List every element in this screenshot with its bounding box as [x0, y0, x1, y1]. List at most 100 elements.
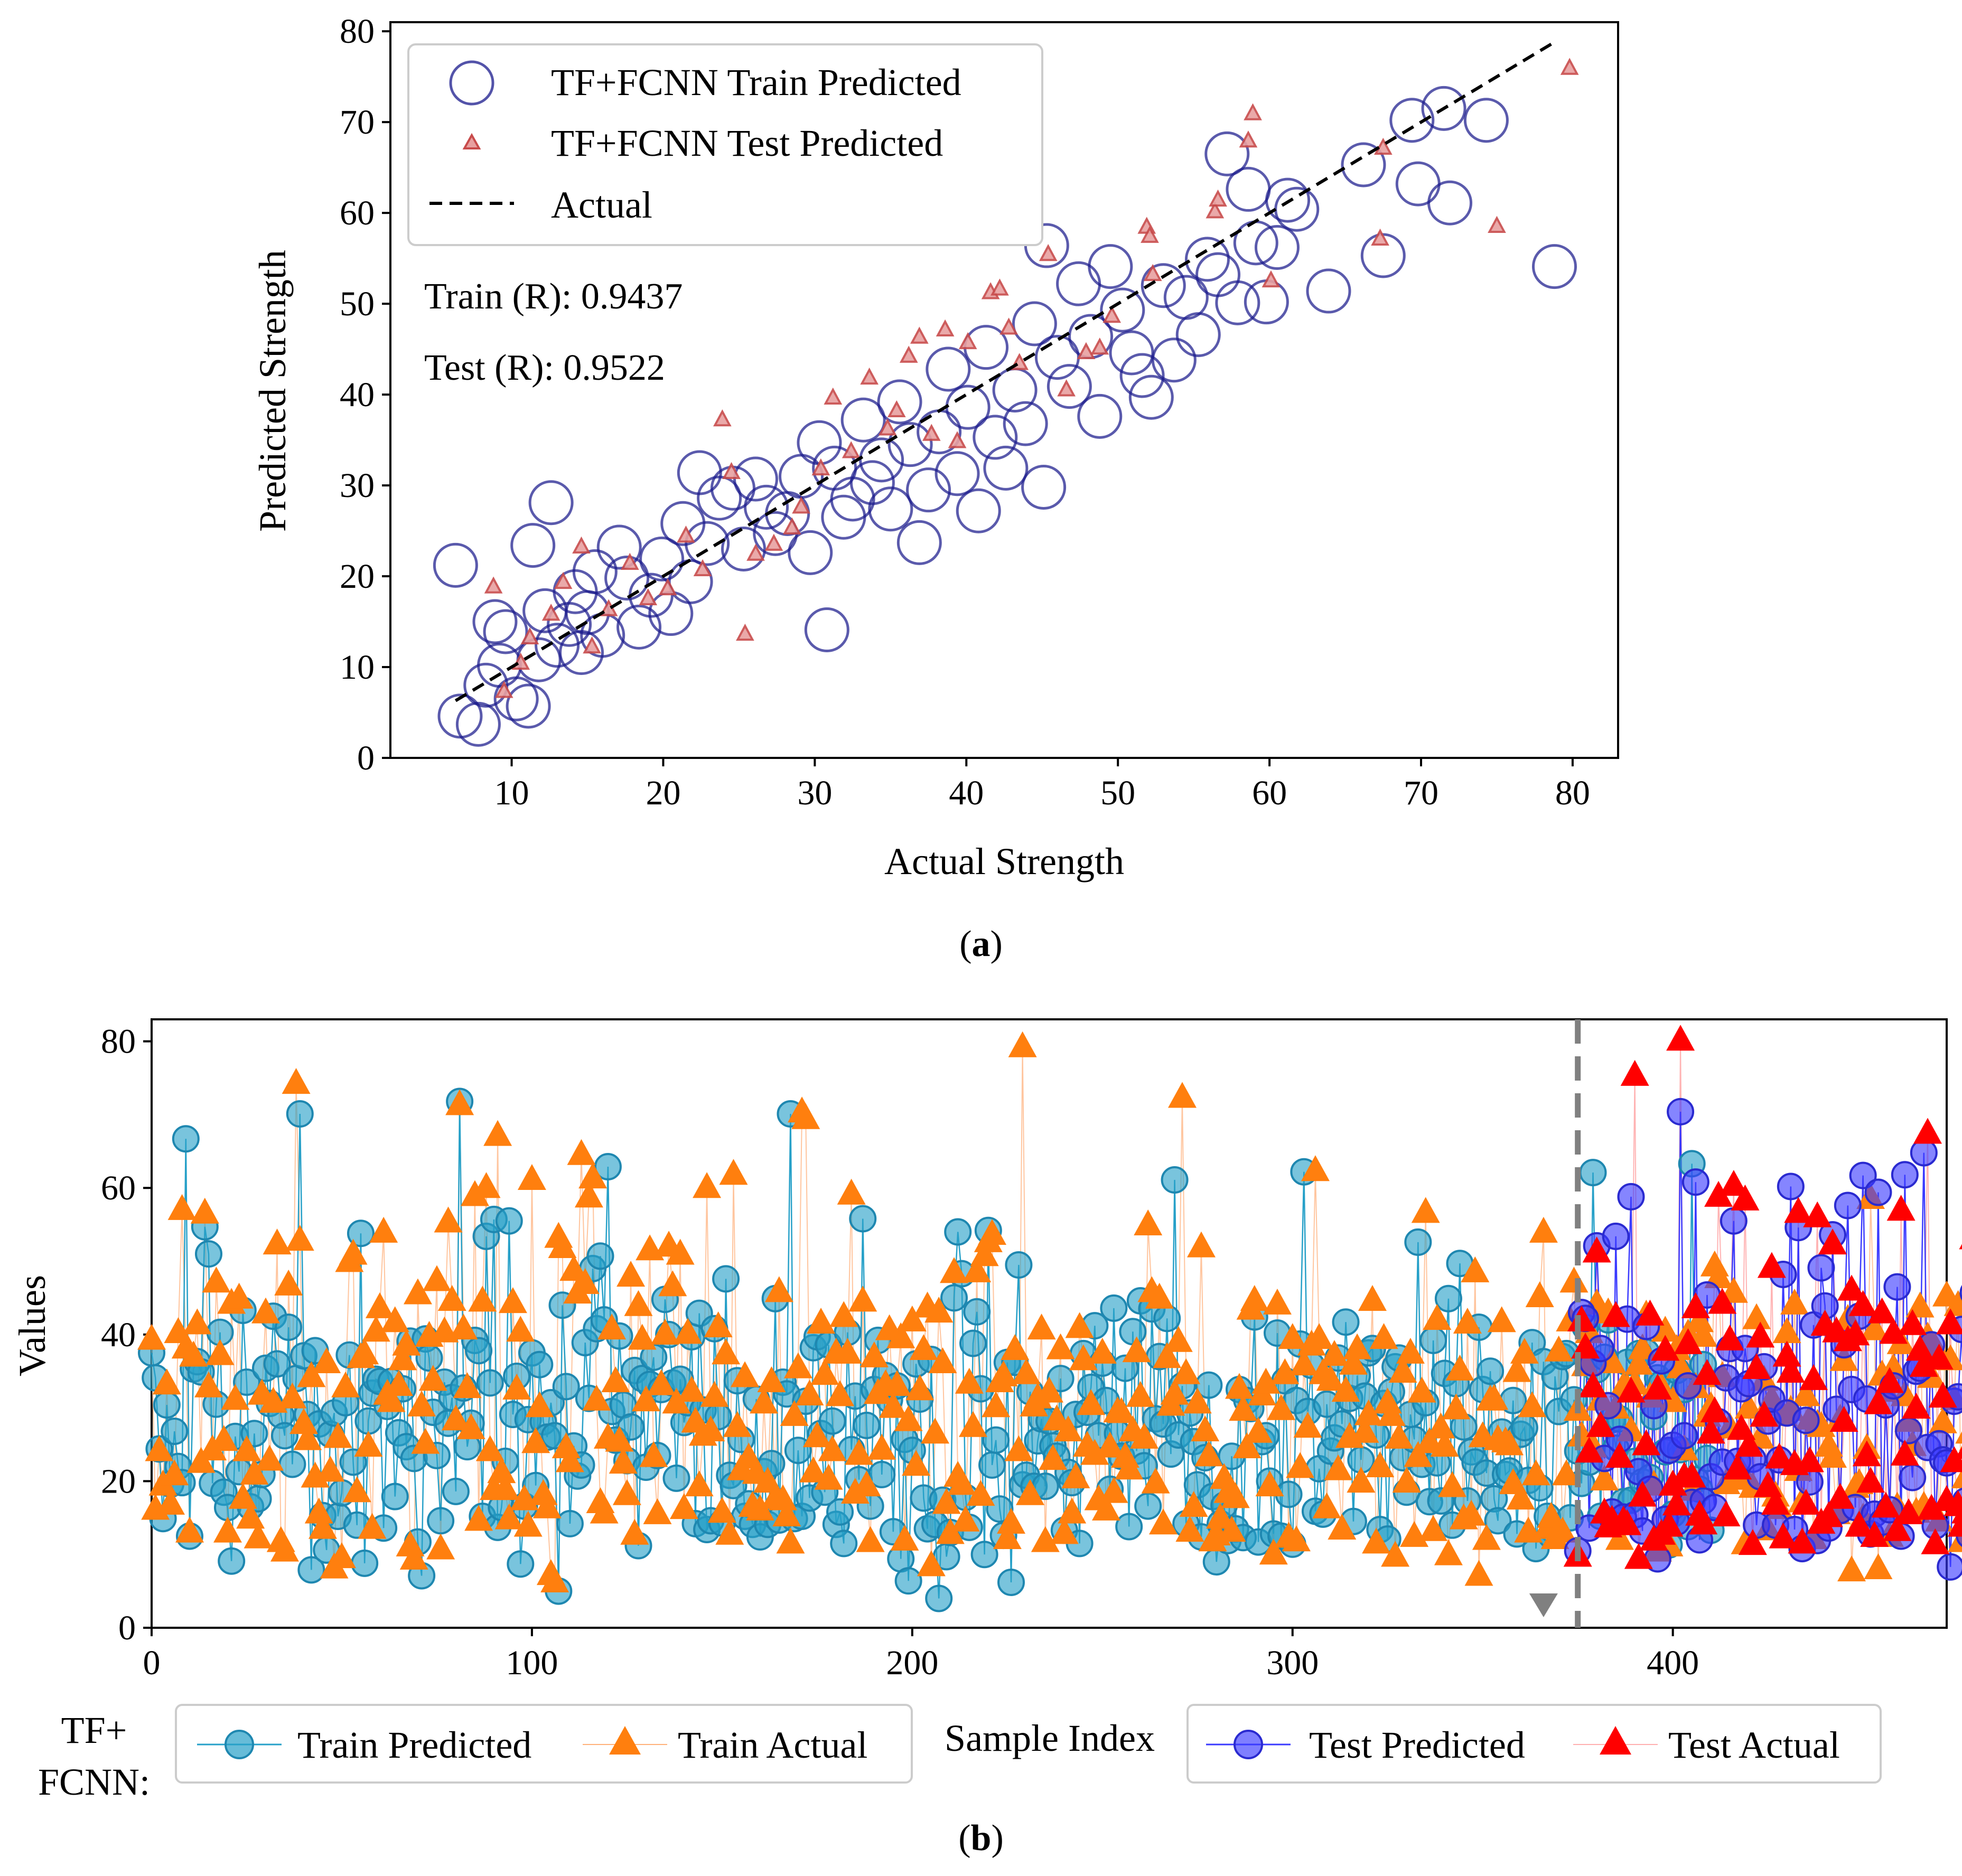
train-predicted-point [1012, 301, 1057, 346]
train-predicted-point [1088, 244, 1133, 289]
test-actual-point [1772, 1340, 1801, 1367]
train-actual-point [605, 1425, 634, 1452]
train-actual-point [1008, 1031, 1037, 1057]
train-actual-point [403, 1278, 432, 1305]
test-predicted-point [1206, 201, 1225, 219]
x-axis-ticks-a: 10 20 30 40 50 60 70 80 [494, 758, 1590, 812]
train-actual-point [445, 1089, 474, 1115]
train-actual-point [921, 1418, 950, 1444]
train-actual-point [1244, 1417, 1273, 1443]
train-predicted-point [712, 1265, 740, 1293]
test-actual-point [1852, 1440, 1881, 1467]
train-actual-point [156, 1488, 185, 1515]
train-predicted-point [1175, 312, 1221, 358]
train-predicted-point [1141, 263, 1186, 308]
train-actual-point [380, 1306, 409, 1333]
train-actual-point [270, 1535, 299, 1562]
test-actual-point [1890, 1439, 1919, 1466]
train-actual-point [982, 1391, 1011, 1418]
train-actual-point [1685, 1306, 1714, 1333]
train-actual-point [453, 1372, 482, 1399]
test-actual-point [1921, 1528, 1950, 1554]
train-predicted-point [1021, 465, 1067, 510]
train-predicted-point [1510, 1414, 1538, 1442]
series-points-b [137, 1025, 1962, 1612]
train-actual-point [780, 1400, 809, 1426]
train-actual-point [837, 1178, 866, 1205]
train-actual-point [1305, 1323, 1334, 1349]
test-actual-point [1913, 1118, 1942, 1144]
train-predicted-point [455, 701, 501, 747]
test-predicted-point [1262, 270, 1281, 288]
train-predicted-point [849, 1205, 877, 1233]
legend-label-train-predicted: TF+FCNN Train Predicted [551, 61, 961, 104]
train-actual-point [202, 1267, 231, 1293]
train-actual-point [966, 1480, 995, 1506]
test-actual-point [1666, 1025, 1695, 1051]
test-actual-point [1955, 1447, 1962, 1459]
train-actual-point [1734, 1393, 1763, 1419]
train-actual-point [399, 1543, 428, 1570]
legend-label-train-predicted-b: Train Predicted [297, 1724, 531, 1766]
train-actual-point [818, 1435, 847, 1461]
test-actual-point [1879, 1318, 1908, 1344]
train-actual-point [1350, 1417, 1379, 1443]
x-tick-label-a-0: 10 [494, 774, 529, 812]
train-predicted-point [1389, 98, 1435, 143]
train-actual-point [1548, 1516, 1577, 1543]
test-actual-point [1791, 1488, 1820, 1515]
train-actual-point [650, 1318, 679, 1345]
train-predicted-point [997, 1568, 1025, 1596]
train-actual-point [886, 1322, 915, 1348]
test-actual-point [1909, 1350, 1938, 1377]
train-actual-point [1780, 1288, 1809, 1315]
train-actual-point [578, 1162, 608, 1189]
train-actual-point [1107, 1397, 1136, 1423]
train-actual-point [1316, 1365, 1345, 1391]
train-actual-point [1358, 1284, 1387, 1311]
train-actual-point [1259, 1539, 1288, 1565]
train-actual-point [297, 1361, 326, 1387]
train-predicted-point [697, 475, 742, 521]
train-predicted-point [572, 549, 618, 594]
train-actual-point [609, 1448, 638, 1474]
train-actual-point [1320, 1340, 1349, 1366]
train-actual-point [1324, 1454, 1353, 1480]
train-actual-point [1502, 1356, 1531, 1382]
train-predicted-point [1341, 142, 1386, 187]
train-actual-point [274, 1269, 303, 1296]
train-predicted-point [1463, 98, 1509, 143]
train-predicted-point [194, 1240, 222, 1268]
test-actual-point [1712, 1500, 1741, 1527]
train-predicted-point [495, 1207, 523, 1235]
train-actual-point [1537, 1502, 1566, 1528]
legend-a: TF+FCNN Train Predicted TF+FCNN Test Pre… [407, 43, 1043, 246]
train-actual-point [772, 1500, 801, 1527]
train-predicted-point [784, 1437, 812, 1465]
test-predicted-point [1959, 1284, 1962, 1301]
y-tick-label-a-2: 20 [340, 557, 375, 596]
train-predicted-point [956, 488, 1001, 533]
test-actual-point [1628, 1480, 1657, 1507]
train-actual-point [278, 1382, 307, 1409]
train-predicted-point [535, 623, 580, 668]
split-marker [1529, 1593, 1558, 1617]
train-predicted-point [1204, 131, 1250, 176]
test-actual-point [1856, 1467, 1885, 1493]
train-predicted-point [153, 1391, 181, 1419]
test-predicted-point [1807, 1254, 1835, 1282]
train-actual-point [316, 1456, 345, 1482]
train-actual-point [1172, 1358, 1201, 1384]
test-predicted-point [899, 345, 918, 363]
train-predicted-point [297, 1556, 325, 1584]
test-predicted-point [620, 552, 639, 570]
train-actual-point [928, 1347, 957, 1373]
train-actual-point [1518, 1391, 1547, 1418]
train-actual-point [1225, 1373, 1254, 1399]
train-predicted-point [662, 1464, 690, 1492]
train-actual-point [1160, 1378, 1189, 1405]
y-tick-label-b-1: 20 [101, 1462, 136, 1500]
test-actual-point [1837, 1274, 1866, 1301]
train-actual-point [1263, 1288, 1292, 1315]
legend-marker-train-actual-b [609, 1726, 641, 1755]
